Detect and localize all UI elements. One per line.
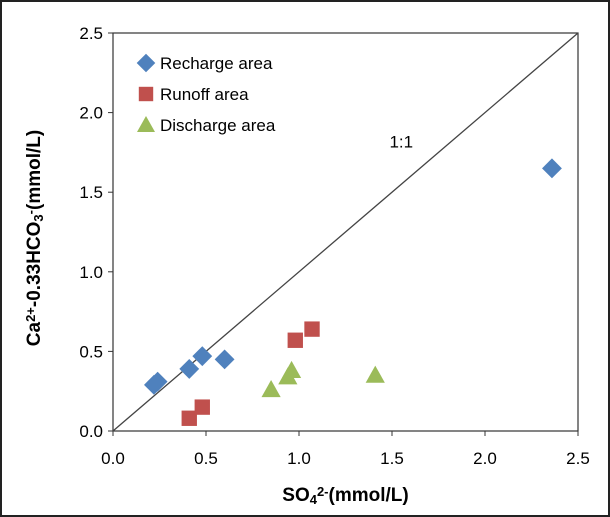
data-point-diamond [192, 346, 213, 367]
x-tick-label: 2.5 [566, 449, 590, 468]
data-point-diamond [542, 158, 562, 179]
y-axis-title-part: 3 [31, 214, 46, 221]
x-tick-label: 1.0 [287, 449, 311, 468]
y-axis-title-part: -0.33HCO [24, 222, 45, 308]
x-axis-title-part: (mmol/L) [329, 485, 409, 506]
y-tick-label: 0.5 [79, 342, 103, 361]
data-point-diamond [147, 371, 168, 392]
legend: Recharge area Runoff area Discharge area [136, 53, 276, 135]
y-tick-label: 2.5 [79, 24, 103, 43]
data-marks [144, 158, 562, 426]
series-triangle [261, 360, 385, 398]
x-axis-title: SO42-(mmol/L) [282, 484, 408, 507]
legend-marker-triangle [137, 116, 155, 133]
data-point-diamond [214, 349, 235, 370]
x-axis-title-part: SO [282, 485, 309, 506]
legend-label: Recharge area [160, 54, 273, 73]
y-axis-title-part: Ca [24, 322, 45, 347]
y-axis-title-part: (mmol/L) [24, 130, 45, 210]
legend-marker-diamond [136, 53, 156, 73]
y-axis-title: Ca2+-0.33HCO3-(mmol/L) [23, 130, 46, 346]
x-tick-label: 1.5 [380, 449, 404, 468]
x-tick-label: 0.0 [101, 449, 125, 468]
x-axis-title-part: 2- [317, 484, 329, 499]
x-axis-title-part: 4 [310, 492, 318, 507]
data-point-square [304, 321, 320, 337]
data-point-triangle [281, 360, 302, 378]
data-point-triangle [365, 365, 385, 383]
x-tick-label: 0.5 [194, 449, 218, 468]
legend-label: Runoff area [160, 85, 249, 104]
y-tick-label: 2.0 [79, 104, 103, 123]
y-tick-label: 1.5 [79, 183, 103, 202]
data-point-triangle [261, 380, 281, 398]
legend-label: Discharge area [160, 116, 276, 135]
y-tick-label: 1.0 [79, 263, 103, 282]
x-tick-label: 2.0 [473, 449, 497, 468]
series-square [181, 321, 320, 426]
y-axis-title-part: - [23, 210, 38, 214]
axis-titles: SO42-(mmol/L)Ca2+-0.33HCO3-(mmol/L) [23, 130, 409, 507]
axes: 0.0 0.5 1.0 1.5 2.0 2.5 0.0 0.5 1.0 1.5 2.0 2.5 [79, 24, 589, 468]
data-point-square [194, 399, 210, 415]
legend-marker-square [138, 86, 154, 102]
data-point-diamond [179, 358, 200, 379]
data-point-square [181, 410, 197, 426]
one-to-one-label: 1:1 [389, 133, 413, 152]
series-diamond [144, 158, 562, 395]
y-axis-title-part: 2+ [23, 307, 38, 322]
data-point-square [287, 332, 303, 348]
plot-area-border [112, 32, 579, 432]
y-tick-label: 0.0 [79, 422, 103, 441]
